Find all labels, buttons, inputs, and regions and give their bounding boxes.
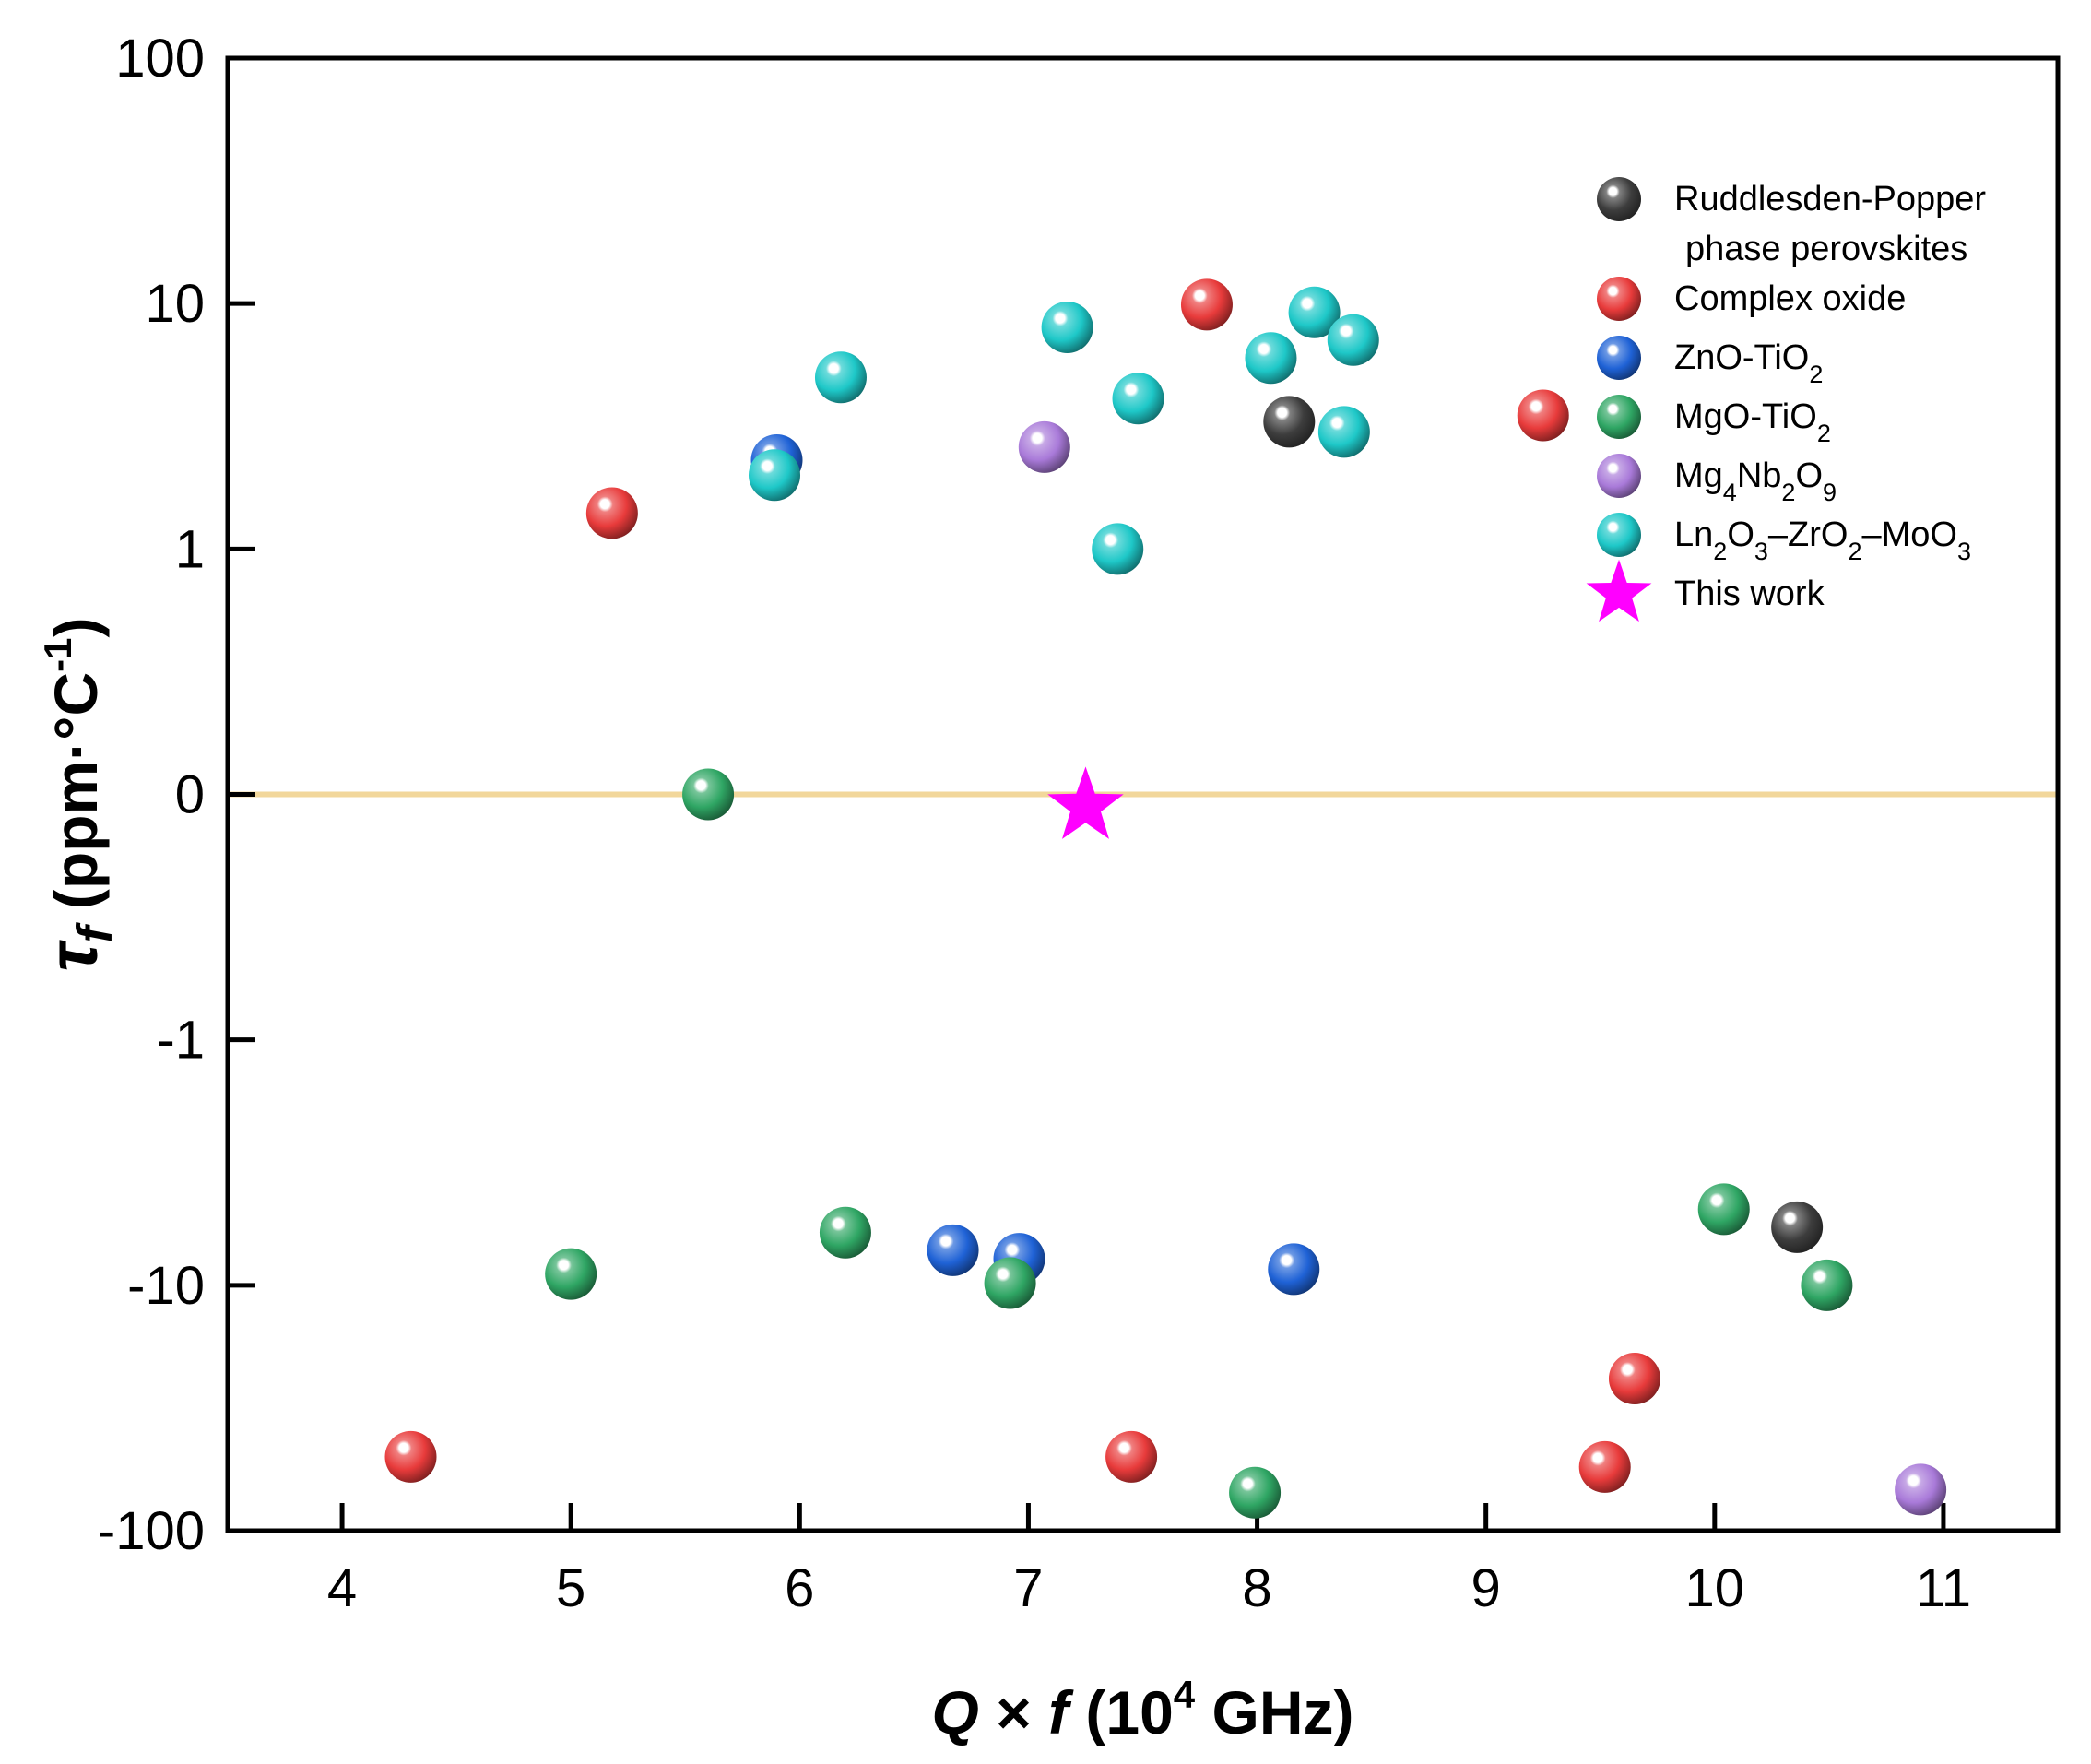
x-title-exponent: 4 [1174, 1673, 1196, 1716]
data-point-mt [682, 768, 735, 821]
data-point-rp [1771, 1201, 1824, 1253]
legend-marker-rp [1597, 177, 1641, 221]
plot-frame [225, 55, 2061, 1533]
x-tick-label: 10 [1685, 1558, 1745, 1618]
legend-marker-lzm [1597, 513, 1641, 557]
x-tick-label: 8 [1242, 1558, 1271, 1618]
data-point-co [585, 487, 638, 539]
data-point-co [384, 1430, 437, 1483]
x-tick-label: 6 [785, 1558, 814, 1618]
legend-label-mn: Mg4Nb2O9 [1674, 456, 1837, 506]
legend-label-rp: Ruddlesden-Popper phase perovskites [1674, 180, 1986, 268]
legend-label-mt: MgO-TiO2 [1674, 397, 1831, 447]
data-point-mt [1801, 1259, 1853, 1311]
legend-marker-mt [1597, 395, 1641, 439]
data-point-rp [1263, 396, 1316, 448]
data-point-mt [819, 1206, 871, 1259]
y-tick-label: -100 [98, 1501, 205, 1561]
data-point-lzm [749, 449, 801, 502]
data-point-lzm [1317, 406, 1370, 458]
x-tick-label: 7 [1013, 1558, 1043, 1618]
data-point-mn [1018, 420, 1070, 473]
y-title-subscript: f [67, 921, 123, 942]
data-point-zt [1268, 1243, 1320, 1296]
data-point-lzm [1092, 523, 1144, 575]
data-point-lzm [1041, 301, 1093, 353]
data-point-mt [984, 1257, 1036, 1309]
x-tick-label: 4 [327, 1558, 357, 1618]
y-tick-label: 100 [115, 29, 205, 89]
x-title-open: (10 [1069, 1678, 1174, 1746]
data-point-co [1517, 389, 1569, 442]
y-axis-title: τf (ppm·°C-1) [34, 617, 123, 971]
y-title-tau: τ [34, 940, 112, 972]
y-title-exponent: -1 [36, 637, 79, 671]
y-tick-label: -10 [127, 1256, 205, 1316]
data-point-lzm [1288, 286, 1341, 338]
y-title-unit: (ppm·°C [41, 672, 110, 927]
legend-label-tw: This work [1674, 574, 1825, 613]
data-point-mt [545, 1248, 597, 1300]
y-tick-label: 0 [175, 765, 205, 825]
data-point-mt [1229, 1466, 1282, 1519]
legend-marker-tw [1586, 559, 1652, 622]
y-tick-label: 1 [175, 519, 205, 579]
legend-label-lzm: Ln2O3–ZrO2–MoO3 [1674, 515, 1971, 565]
data-point-lzm [1112, 373, 1164, 425]
data-point-co [1608, 1353, 1660, 1405]
y-tick-label: -1 [157, 1011, 205, 1071]
data-point-mt [1697, 1183, 1750, 1236]
x-title-q: Q [932, 1678, 979, 1746]
data-point-tw [1047, 766, 1124, 839]
x-axis-title: Q × f (104 GHz) [932, 1673, 1354, 1746]
data-point-co [1105, 1430, 1158, 1483]
legend: Ruddlesden-Popper phase perovskites Comple… [1586, 177, 1986, 622]
x-title-close: GHz) [1195, 1678, 1353, 1746]
data-point-co [1180, 278, 1233, 331]
x-tick-label: 11 [1916, 1558, 1971, 1618]
legend-label-zt: ZnO-TiO2 [1674, 338, 1823, 388]
legend-marker-co [1597, 277, 1641, 321]
data-point-co [1578, 1440, 1631, 1493]
data-point-lzm [814, 351, 867, 404]
data-point-lzm [1245, 332, 1297, 385]
y-tick-label: 10 [145, 274, 205, 334]
data-point-lzm [1327, 314, 1379, 366]
data-point-mn [1895, 1463, 1947, 1516]
legend-marker-zt [1597, 336, 1641, 380]
data-point-zt [927, 1224, 979, 1276]
legend-marker-mn [1597, 454, 1641, 498]
legend-label-co: Complex oxide [1674, 279, 1906, 318]
data-points [384, 278, 1947, 1519]
x-tick-label: 9 [1471, 1558, 1501, 1618]
y-title-close: ) [41, 617, 110, 637]
x-title-times: × [979, 1678, 1048, 1746]
x-tick-label: 5 [556, 1558, 585, 1618]
